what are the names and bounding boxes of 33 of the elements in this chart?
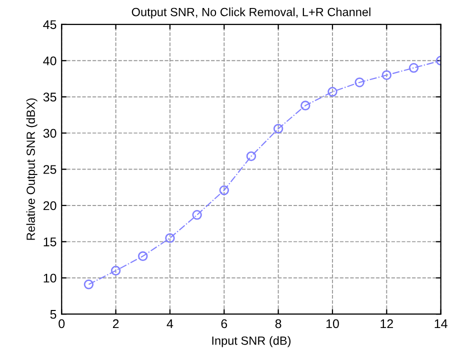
point [165,233,175,243]
point [219,185,229,196]
chart-title: Output SNR, No Click Removal, L+R Channel [132,8,370,19]
x-tick-label: 0 [58,319,65,328]
x-tick-label: 8 [275,319,282,328]
point [408,63,419,73]
point [138,251,148,262]
y-tick-label: 45 [43,20,56,30]
point [110,266,121,276]
y-tick-label: 10 [44,274,56,283]
y-tick-label: 20 [43,201,56,210]
x-tick-label: 6 [221,319,228,328]
point [354,78,364,88]
point [328,86,338,97]
point [84,280,94,290]
y-tick-label: 35 [43,92,56,102]
point [273,124,284,134]
y-axis-title: Relative Output SNR (dBX) [26,98,38,240]
x-axis-title: Input SNR (dB) [212,336,291,348]
x-tick-label: 4 [166,319,174,328]
x-tick-label: 2 [112,319,119,328]
x-tick-label: 10 [326,319,339,328]
y-tick-label: 15 [44,238,56,246]
y-tick-label: 25 [43,165,56,174]
y-tick-label: 5 [50,310,56,319]
y-tick-label: 30 [43,128,56,138]
point [192,210,202,220]
point [246,151,256,162]
y-tick-label: 40 [43,56,56,66]
x-tick-label: 14 [434,319,448,328]
x-tick-label: 12 [380,319,393,328]
point [300,100,310,110]
point [382,70,392,80]
